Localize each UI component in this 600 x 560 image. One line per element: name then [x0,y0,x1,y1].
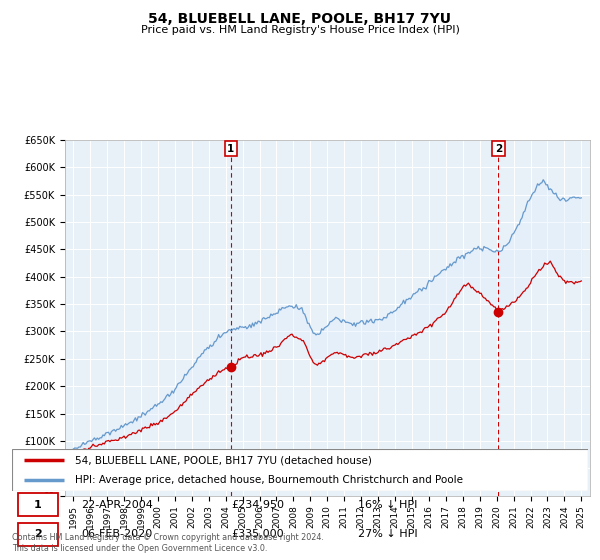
Text: 54, BLUEBELL LANE, POOLE, BH17 7YU: 54, BLUEBELL LANE, POOLE, BH17 7YU [149,12,452,26]
Text: £234,950: £234,950 [231,500,284,510]
Text: 22-APR-2004: 22-APR-2004 [81,500,153,510]
Text: Price paid vs. HM Land Registry's House Price Index (HPI): Price paid vs. HM Land Registry's House … [140,25,460,35]
FancyBboxPatch shape [18,493,58,516]
Text: 16% ↓ HPI: 16% ↓ HPI [358,500,417,510]
Text: 54, BLUEBELL LANE, POOLE, BH17 7YU (detached house): 54, BLUEBELL LANE, POOLE, BH17 7YU (deta… [76,455,372,465]
Text: 27% ↓ HPI: 27% ↓ HPI [358,529,417,539]
Text: 1: 1 [227,143,235,153]
Text: £335,000: £335,000 [231,529,284,539]
Text: HPI: Average price, detached house, Bournemouth Christchurch and Poole: HPI: Average price, detached house, Bour… [76,475,463,485]
FancyBboxPatch shape [18,522,58,545]
Text: 1: 1 [34,500,42,510]
Text: 2: 2 [34,529,42,539]
Text: 2: 2 [495,143,502,153]
Text: 06-FEB-2020: 06-FEB-2020 [81,529,152,539]
Text: Contains HM Land Registry data © Crown copyright and database right 2024.
This d: Contains HM Land Registry data © Crown c… [12,533,324,553]
